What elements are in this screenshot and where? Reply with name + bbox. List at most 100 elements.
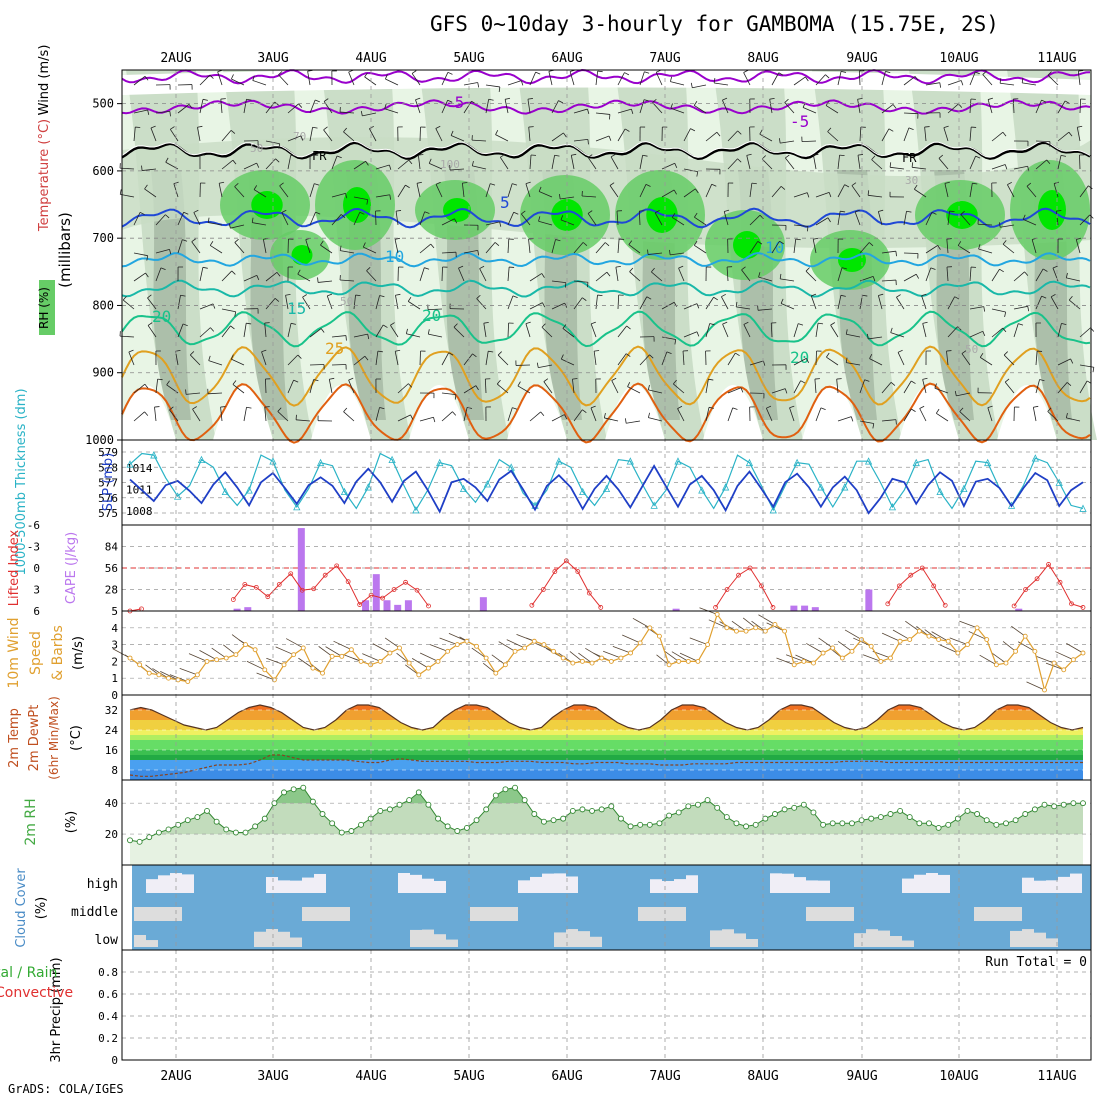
y-tick-label: 0 — [33, 562, 40, 575]
wind-barb — [353, 212, 361, 226]
wind-barb-flag — [678, 265, 684, 269]
wind-barb — [551, 100, 559, 114]
wind-barb-flag — [275, 158, 280, 163]
wind-marker — [599, 655, 605, 661]
wind-barb-flag — [336, 155, 342, 159]
y-tick-label: 0.4 — [98, 1010, 118, 1023]
wind-barb — [758, 308, 773, 311]
rh-marker — [589, 807, 596, 814]
wind-barb-10m — [751, 620, 766, 632]
wind-barb-flag — [885, 71, 891, 74]
isotherm-label: 20 — [152, 307, 171, 326]
date-label-bottom: 6AUG — [551, 1069, 582, 1084]
wind-barb-flag — [251, 217, 254, 223]
y-tick-label: 6 — [33, 605, 40, 618]
wind-barb-flag — [528, 238, 534, 240]
wind-barb-flag — [209, 74, 214, 79]
wind-barb-flag — [207, 217, 210, 223]
wind-barb-flag — [820, 407, 826, 411]
wind-barb-flag — [587, 154, 593, 158]
wind-barb — [397, 414, 411, 422]
wind-barb-flag — [656, 69, 661, 73]
wind-barb — [309, 328, 322, 338]
wind-barb — [661, 162, 675, 170]
rh-marker — [1051, 803, 1058, 810]
series-line-dewpt — [129, 754, 1083, 777]
y-axis-label-rh2m: 2m RH — [23, 798, 39, 845]
rh-marker — [810, 809, 817, 816]
wind-barb-flag — [366, 267, 371, 272]
wind-barb — [177, 239, 183, 254]
wind-barb — [1075, 239, 1081, 254]
wind-barb-flag — [763, 360, 766, 366]
wind-marker — [685, 658, 691, 664]
cloud-mid-cell — [158, 907, 170, 921]
wind-barb — [859, 127, 862, 142]
wind-barb — [297, 273, 311, 282]
lifted-marker — [770, 605, 776, 610]
wind-barb-10m — [924, 629, 939, 640]
wind-barb-10m — [471, 647, 487, 659]
wind-barb-10m — [612, 646, 631, 654]
wind-barb-flag — [293, 379, 299, 383]
wind-marker — [348, 647, 354, 653]
wind-barb — [903, 127, 910, 142]
wind-barb-flag — [844, 184, 850, 188]
rh-marker — [415, 789, 422, 796]
wind-barb-flag — [652, 98, 657, 103]
wind-barb — [770, 322, 773, 338]
wind-barb — [830, 324, 839, 338]
wind-barb-flag — [314, 183, 320, 186]
rh-contour-label: 50 — [250, 142, 263, 155]
wind-barb — [281, 212, 289, 226]
wind-barb — [987, 407, 993, 422]
wind-barb-flag — [169, 111, 171, 117]
wind-barb — [394, 351, 399, 366]
wind-barb-flag — [427, 329, 430, 335]
wind-barb-10m — [246, 660, 265, 671]
wind-barb — [353, 196, 368, 200]
lifted-marker — [563, 558, 569, 564]
wind-barb-flag — [722, 321, 728, 325]
wind-barb-flag — [165, 214, 170, 219]
wind-barb-flag — [150, 125, 156, 129]
wind-barb — [309, 379, 314, 394]
wind-marker — [146, 670, 152, 676]
wind-barb — [1035, 140, 1051, 143]
wind-barb-flag — [813, 153, 819, 156]
rh-marker — [820, 821, 827, 828]
thickness-marker — [245, 486, 253, 494]
wind-barb-flag — [959, 407, 964, 412]
wind-barb-flag — [789, 405, 795, 409]
wind-barb — [801, 140, 817, 142]
wind-barb — [977, 223, 993, 226]
wind-barb — [1057, 100, 1066, 114]
wind-barb — [705, 297, 714, 310]
wind-barb-flag — [647, 384, 650, 390]
wind-barb-flag — [128, 349, 134, 353]
wind-barb — [793, 358, 807, 366]
wind-barb-10m — [991, 652, 1007, 664]
wind-barb-flag — [872, 423, 875, 429]
wind-barb-flag — [430, 243, 435, 249]
wind-barb-flag — [960, 80, 964, 86]
cloud-high-cell — [782, 873, 794, 893]
wind-barb — [343, 411, 355, 422]
wind-barb — [815, 74, 826, 86]
wind-barb — [617, 128, 626, 142]
wind-barb-flag — [654, 209, 660, 214]
cloud-low-cell — [902, 940, 914, 947]
wind-barb — [682, 351, 685, 366]
chart-title: GFS 0~10day 3-hourly for GAMBOMA (15.75E… — [430, 12, 999, 36]
wind-marker — [705, 642, 711, 648]
wind-barb-10m — [498, 641, 516, 652]
thickness-marker — [197, 455, 206, 464]
y-tick-label: 0.8 — [98, 966, 118, 979]
wind-barb — [743, 72, 751, 86]
wind-barb-flag — [180, 294, 186, 297]
wind-barb — [991, 131, 1004, 142]
wind-barb — [1000, 224, 1015, 228]
lifted-marker — [713, 605, 718, 610]
cloud-low-cell — [878, 930, 890, 947]
wind-barb-flag — [784, 388, 788, 394]
